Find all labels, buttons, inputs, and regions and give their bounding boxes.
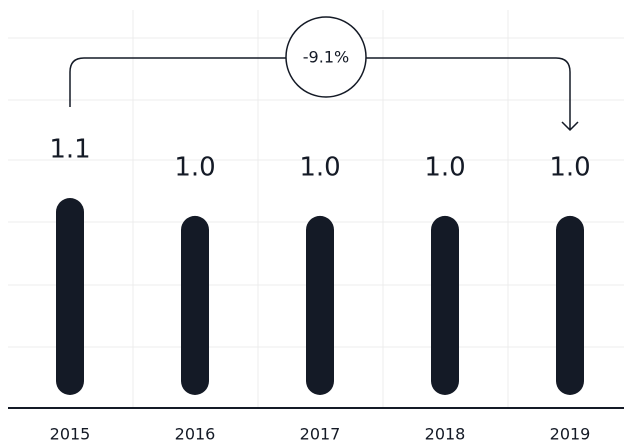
- annotation-circle: [285, 16, 367, 98]
- annotation-arrow: [561, 121, 579, 132]
- value-label: 1.0: [424, 152, 465, 182]
- x-tick-label: 2018: [425, 425, 466, 443]
- value-label: 1.0: [174, 152, 215, 182]
- x-tick-label: 2019: [550, 425, 591, 443]
- x-tick-label: 2016: [175, 425, 216, 443]
- bar: [431, 215, 459, 395]
- bar: [306, 215, 334, 395]
- annotation-line: [69, 57, 286, 107]
- x-tick-label: 2017: [300, 425, 341, 443]
- annotation-label: -9.1%: [303, 48, 349, 67]
- change-annotation: [69, 16, 579, 132]
- bar: [556, 215, 584, 395]
- value-label: 1.0: [549, 152, 590, 182]
- bar: [56, 198, 84, 395]
- value-label: 1.0: [299, 152, 340, 182]
- annotation-line: [366, 57, 571, 130]
- x-tick-label: 2015: [50, 425, 91, 443]
- value-label: 1.1: [49, 135, 90, 165]
- bar: [181, 215, 209, 395]
